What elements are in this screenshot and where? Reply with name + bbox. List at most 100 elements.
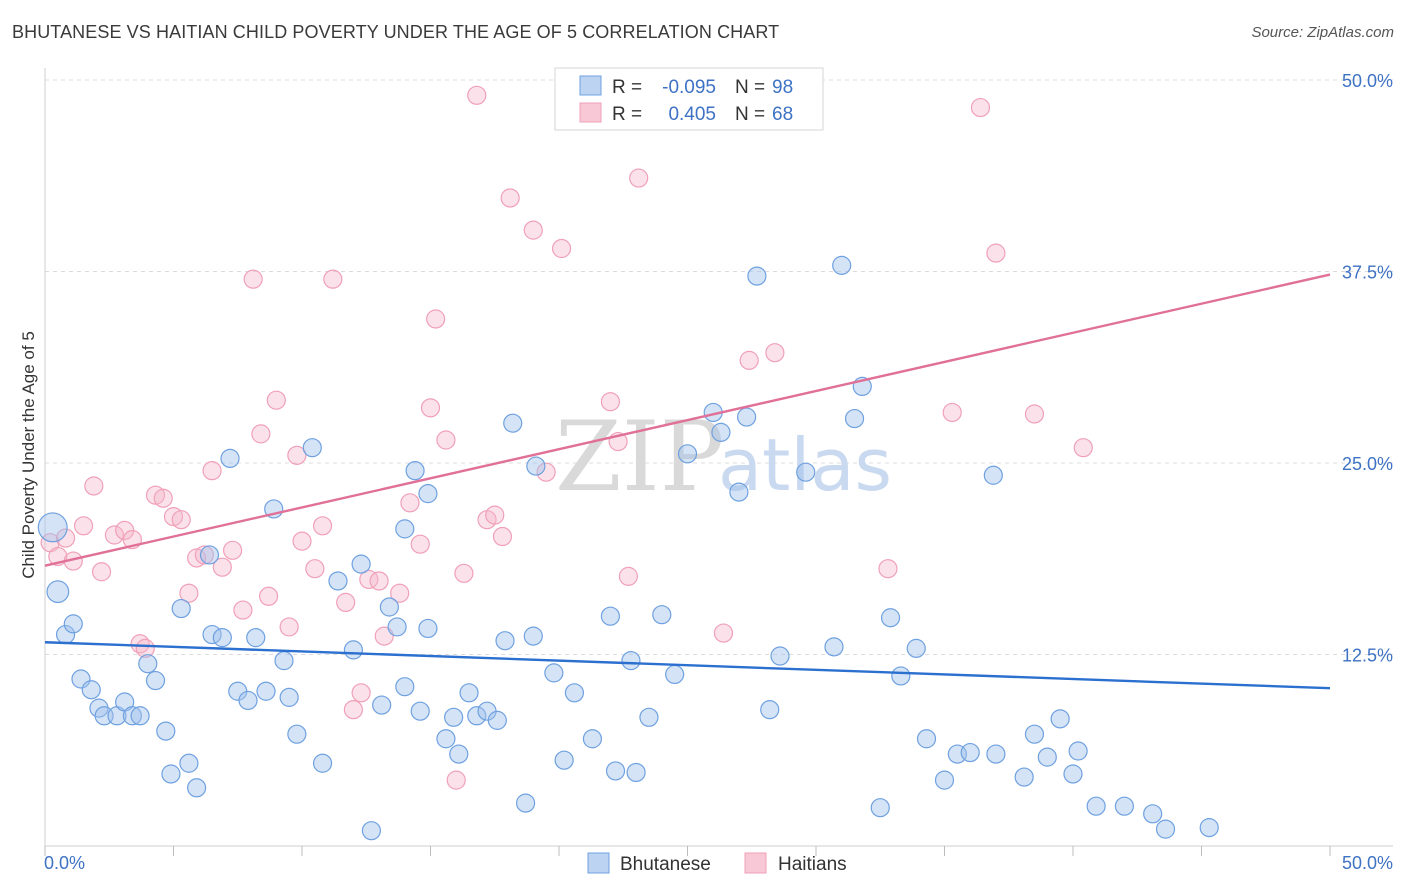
haitians-point: [266, 390, 286, 410]
bhutanese-point: [372, 695, 392, 715]
bhutanese-point: [711, 422, 731, 442]
bhutanese-point: [361, 821, 381, 841]
bhutanese-point: [37, 512, 68, 543]
haitians-point: [942, 402, 962, 423]
bottom-legend-swatch-haitians: [744, 852, 767, 874]
bhutanese-point: [880, 608, 901, 628]
legend-n-label-2: N =: [735, 104, 765, 125]
haitians-point: [436, 430, 456, 450]
haitians-point: [104, 525, 124, 545]
bhutanese-point: [832, 255, 852, 275]
bhutanese-point: [246, 628, 266, 648]
haitians-point: [618, 566, 638, 586]
haitians-point: [970, 97, 991, 118]
haitians-point: [243, 269, 263, 289]
haitians-point: [986, 243, 1006, 263]
bhutanese-point: [449, 744, 469, 764]
source-label: Source: ZipAtlas.com: [1251, 24, 1394, 41]
bhutanese-point: [379, 597, 399, 617]
bhutanese-point: [459, 683, 479, 703]
bhutanese-point: [343, 640, 363, 660]
haitians-point: [765, 343, 785, 363]
bhutanese-point: [582, 729, 603, 749]
bhutanese-point: [605, 761, 626, 781]
x-tick-max: 50.0%: [1342, 853, 1393, 873]
haitians-point: [179, 583, 199, 603]
bhutanese-point: [81, 680, 101, 700]
bhutanese-point: [1037, 747, 1057, 767]
bhutanese-point: [145, 670, 166, 691]
bhutanese-point: [891, 666, 911, 686]
haitians-point: [153, 488, 173, 508]
bhutanese-point: [487, 710, 507, 730]
bhutanese-point: [983, 465, 1003, 485]
watermark-atlas: atlas: [718, 423, 892, 507]
bhutanese-point: [395, 519, 415, 539]
bhutanese-point: [621, 651, 641, 671]
legend-r-value-2: 0.405: [668, 104, 716, 125]
bhutanese-point: [274, 651, 294, 671]
bhutanese-trend-line: [44, 641, 1331, 690]
legend-swatch-haitians: [579, 102, 602, 123]
haitians-point: [343, 700, 363, 720]
bhutanese-point: [467, 706, 487, 726]
bhutanese-point: [934, 770, 955, 790]
bhutanese-point: [256, 681, 276, 701]
bottom-legend-swatch-bhutanese: [587, 852, 610, 874]
haitians-point: [91, 562, 112, 582]
bhutanese-point: [639, 707, 659, 727]
bhutanese-point: [729, 482, 749, 502]
bottom-legend-haitians: Haitians: [778, 854, 847, 875]
bhutanese-point: [1155, 819, 1176, 839]
legend-r-label-1: R =: [612, 77, 642, 98]
haitians-point: [145, 485, 166, 505]
haitians-point: [73, 516, 94, 536]
haitians-point: [420, 398, 441, 418]
bhutanese-point: [405, 461, 425, 481]
haitians-point: [292, 531, 312, 551]
haitians-point: [233, 600, 253, 620]
haitians-point: [536, 462, 556, 482]
haitians-point: [523, 220, 543, 240]
bhutanese-point: [564, 683, 585, 703]
bhutanese-point: [526, 456, 546, 476]
haitians-point: [55, 528, 76, 548]
bhutanese-point: [418, 484, 438, 504]
bhutanese-point: [747, 266, 767, 286]
bhutanese-point: [122, 706, 142, 726]
bhutanese-point: [287, 724, 307, 744]
bhutanese-point: [523, 626, 543, 646]
haitians-point: [1073, 438, 1093, 458]
haitians-point: [410, 534, 430, 554]
haitians-point: [629, 168, 649, 188]
haitians-point: [163, 507, 184, 527]
bhutanese-point: [436, 729, 456, 749]
bhutanese-point: [1024, 724, 1045, 744]
bhutanese-points: [37, 255, 1219, 841]
haitians-point: [551, 238, 572, 259]
legend-r-label-2: R =: [612, 104, 642, 125]
bhutanese-point: [1068, 741, 1088, 761]
bhutanese-point: [138, 654, 158, 674]
legend-swatch-bhutanese: [579, 75, 602, 96]
bottom-legend-bhutanese: Bhutanese: [620, 854, 711, 875]
bhutanese-point: [395, 677, 415, 697]
bhutanese-point: [1014, 767, 1034, 787]
haitians-point: [426, 309, 446, 329]
haitians-point: [390, 583, 410, 603]
haitians-point: [212, 557, 232, 577]
bhutanese-point: [46, 580, 70, 604]
chart-title: BHUTANESE VS HAITIAN CHILD POVERTY UNDER…: [12, 22, 780, 42]
haitians-point: [713, 623, 734, 643]
haitians-point: [1024, 404, 1045, 424]
bhutanese-point: [238, 690, 258, 711]
bhutanese-point: [302, 438, 322, 458]
haitians-point: [279, 617, 299, 637]
haitians-point: [454, 563, 474, 583]
bhutanese-point: [870, 798, 890, 818]
trend-lines: [44, 273, 1331, 690]
bhutanese-point: [544, 663, 564, 683]
y-tick-labels: 12.5% 25.0% 37.5% 50.0%: [1342, 71, 1393, 666]
bhutanese-point: [796, 462, 816, 482]
